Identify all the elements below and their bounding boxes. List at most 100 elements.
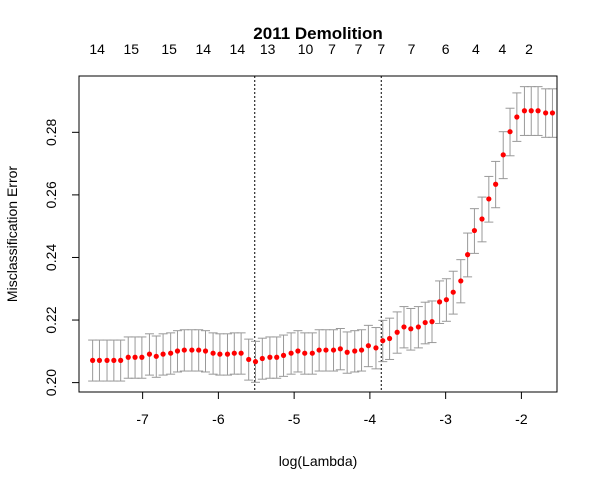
top-tick-label: 7: [408, 41, 416, 57]
data-point: [196, 347, 202, 353]
top-tick-label: 14: [89, 41, 105, 57]
data-point: [337, 346, 343, 352]
y-tick-label: 0.24: [43, 244, 59, 271]
data-point: [96, 357, 103, 363]
top-tick-label: 14: [195, 41, 211, 57]
top-tick-label: 14: [230, 41, 246, 57]
data-point: [259, 355, 265, 362]
data-point: [267, 354, 273, 360]
top-tick-label: 10: [298, 41, 314, 57]
data-point: [125, 354, 131, 360]
top-tick-label: 7: [355, 41, 363, 57]
x-tick-label: -5: [288, 411, 301, 427]
y-tick-label: 0.28: [43, 118, 59, 145]
data-point: [231, 350, 237, 356]
data-point: [309, 350, 315, 356]
y-tick-label: 0.26: [43, 181, 59, 208]
data-point: [486, 196, 492, 202]
y-tick-label: 0.22: [43, 306, 59, 333]
top-tick-label: 7: [377, 41, 385, 57]
data-point: [189, 347, 195, 353]
data-point: [443, 297, 450, 303]
data-point: [344, 349, 350, 355]
data-point: [394, 329, 400, 335]
x-tick-label: -6: [212, 411, 225, 427]
data-point: [174, 348, 181, 354]
top-tick-label: 7: [328, 41, 336, 57]
y-axis: 0.20 0.22 0.24 0.26 0.28: [43, 118, 80, 396]
data-point: [493, 181, 499, 187]
top-tick-label: 15: [161, 41, 177, 57]
data-point: [111, 357, 117, 363]
data-point: [330, 347, 337, 353]
data-point: [373, 345, 379, 351]
data-point: [224, 351, 231, 357]
x-tick-label: -4: [364, 411, 377, 427]
plot-frame: [78, 75, 558, 393]
data-point: [132, 354, 138, 360]
data-point: [90, 357, 96, 363]
data-point: [238, 350, 244, 356]
data-point: [352, 348, 358, 354]
data-point: [217, 351, 223, 357]
data-point: [386, 335, 393, 342]
x-tick-label: -2: [515, 411, 528, 427]
data-point: [181, 347, 187, 353]
data-point: [168, 350, 174, 356]
data-point: [302, 350, 308, 356]
data-point: [153, 353, 159, 359]
data-point: [514, 114, 520, 120]
top-tick-label: 13: [260, 41, 276, 57]
reference-lines: [254, 76, 382, 392]
data-point: [479, 216, 485, 222]
data-point: [422, 319, 428, 326]
data-point: [104, 357, 110, 363]
data-point: [401, 324, 407, 330]
data-point: [246, 356, 252, 363]
data-point: [528, 108, 534, 114]
top-axis: 14 15 15 14 14 13 10 7 7 7 7 6 4 4 2: [89, 41, 533, 57]
data-point: [458, 278, 464, 284]
data-point: [500, 152, 506, 158]
top-tick-label: 4: [472, 41, 480, 57]
data-point: [380, 338, 386, 344]
data-point: [146, 351, 153, 357]
data-point: [202, 348, 209, 354]
data-point: [252, 359, 259, 365]
data-point: [160, 351, 166, 357]
x-tick-label: -7: [136, 411, 149, 427]
y-tick-label: 0.20: [43, 369, 59, 396]
error-bars: [88, 86, 557, 383]
data-point: [323, 347, 329, 353]
data-point: [274, 354, 280, 360]
data-point: [429, 319, 435, 325]
data-point: [358, 347, 365, 353]
top-tick-label: 2: [525, 41, 533, 57]
data-point: [535, 108, 541, 114]
data-point: [139, 354, 145, 360]
x-axis: -7 -6 -5 -4 -3 -2: [136, 391, 528, 427]
data-point: [408, 326, 414, 332]
x-tick-label: -3: [439, 411, 452, 427]
data-point: [465, 252, 471, 258]
data-point: [471, 227, 478, 234]
data-point: [288, 350, 294, 356]
data-point: [295, 348, 301, 354]
data-points: [90, 108, 556, 365]
top-tick-label: 4: [499, 41, 507, 57]
x-axis-label: log(Lambda): [279, 453, 358, 469]
data-point: [450, 289, 456, 295]
chart-title: 2011 Demolition: [253, 24, 382, 43]
data-point: [210, 350, 216, 356]
data-point: [543, 110, 549, 116]
data-point: [365, 343, 371, 349]
data-point: [280, 352, 287, 358]
data-point: [549, 110, 556, 116]
data-point: [118, 357, 124, 363]
data-point: [415, 324, 421, 330]
data-point: [316, 347, 322, 353]
top-tick-label: 6: [442, 41, 450, 57]
data-point: [507, 129, 513, 135]
y-axis-label: Misclassification Error: [4, 166, 20, 302]
